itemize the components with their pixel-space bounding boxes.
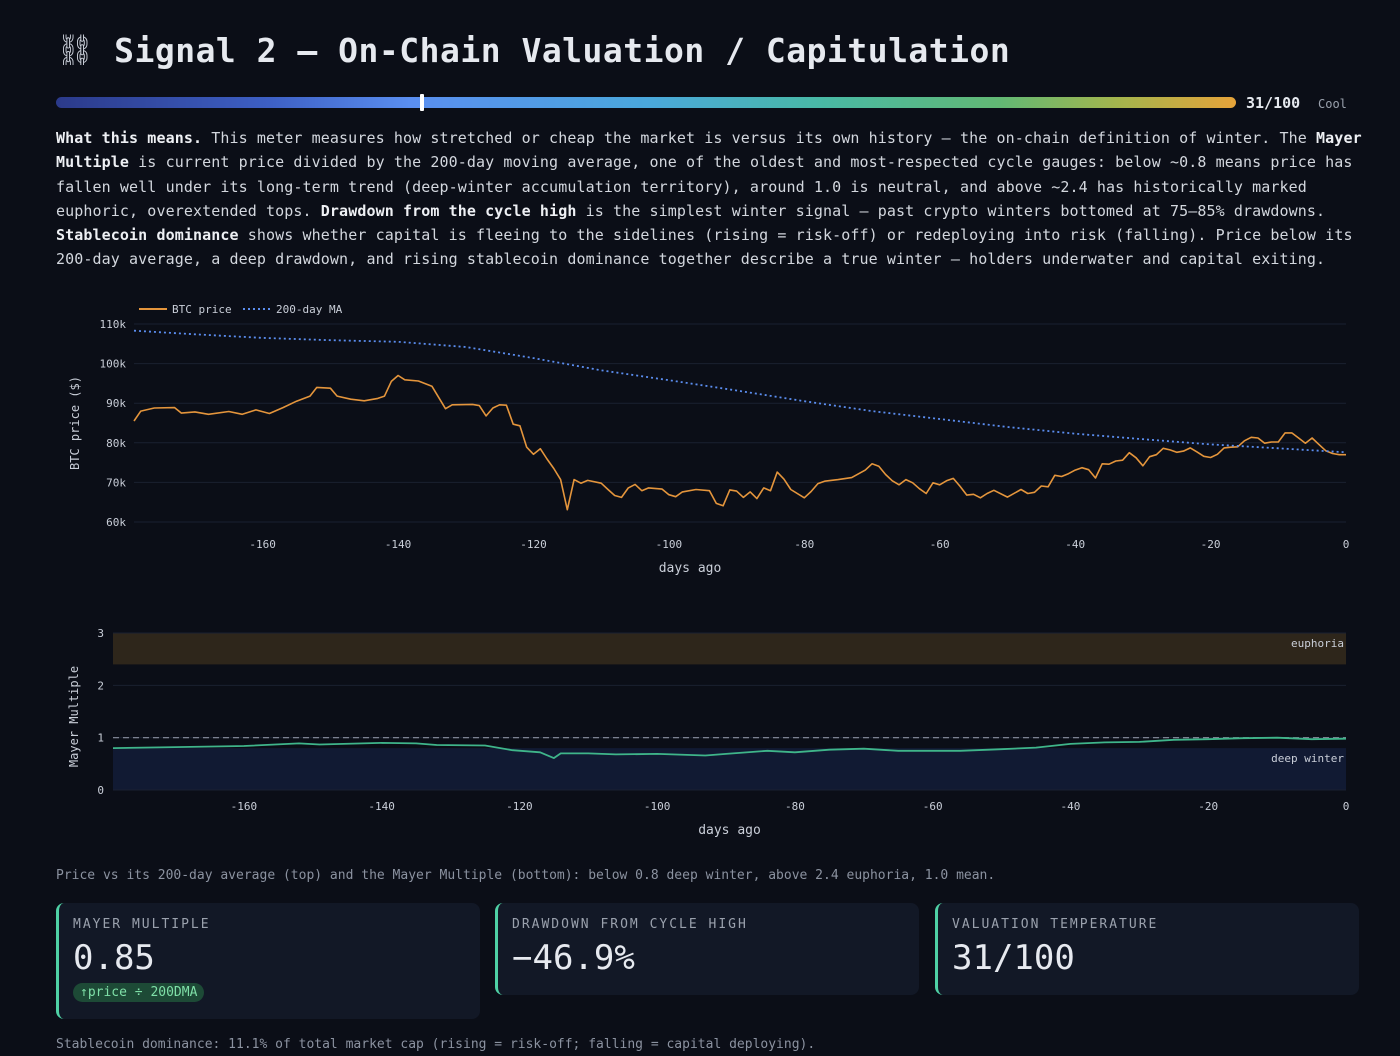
drawdown-value: −46.9%	[512, 938, 635, 978]
drawdown-card: DRAWDOWN FROM CYCLE HIGH −46.9%	[495, 903, 919, 995]
y-tick-label: 1	[97, 732, 104, 745]
explanation-intro: What this means.	[56, 129, 203, 147]
explanation-paragraph: What this means. This meter measures how…	[56, 126, 1366, 272]
y-tick-label: 70k	[106, 476, 126, 489]
x-tick-label: -140	[385, 538, 412, 551]
mayer-multiple-card: MAYER MULTIPLE 0.85 ↑price ÷ 200DMA	[56, 903, 480, 1019]
x-tick-label: -120	[506, 800, 533, 813]
drawdown-term: Drawdown from the cycle high	[320, 201, 577, 220]
y-tick-label: 2	[97, 679, 104, 692]
mayer-multiple-value: 0.85	[73, 938, 155, 978]
y-tick-label: 3	[97, 627, 104, 640]
x-tick-label: -80	[794, 538, 814, 551]
valuation-meter	[56, 94, 1236, 111]
deep-winter-band	[113, 748, 1346, 790]
valuation-temperature-value: 31/100	[952, 938, 1075, 978]
page-title: Signal 2 — On-Chain Valuation / Capitula…	[114, 30, 1011, 70]
x-tick-label: 0	[1343, 800, 1350, 813]
stablecoin-term: Stablecoin dominance	[56, 226, 239, 245]
meter-marker	[419, 94, 424, 111]
x-axis-label: days ago	[659, 561, 722, 576]
y-tick-label: 90k	[106, 397, 126, 410]
y-tick-label: 100k	[100, 358, 127, 371]
y-tick-label: 110k	[100, 318, 127, 331]
chart-caption: Price vs its 200-day average (top) and t…	[56, 868, 996, 883]
explanation-text-3: is the simplest winter signal — past cry…	[576, 201, 1326, 220]
x-tick-label: 0	[1343, 538, 1350, 551]
x-tick-label: -100	[656, 538, 683, 551]
meter-gradient-bar	[56, 97, 1236, 108]
x-tick-label: -40	[1065, 538, 1085, 551]
x-tick-label: -100	[644, 800, 671, 813]
x-tick-label: -60	[923, 800, 943, 813]
meter-status: Cool	[1318, 97, 1347, 111]
deep-winter-band-label: deep winter	[1271, 752, 1344, 765]
ma-series-line	[133, 329, 1347, 454]
x-tick-label: -80	[785, 800, 805, 813]
euphoria-band-label: euphoria	[1291, 637, 1344, 650]
x-tick-label: -140	[368, 800, 395, 813]
x-tick-label: -40	[1061, 800, 1081, 813]
y-axis-label: Mayer Multiple	[67, 666, 81, 767]
x-tick-label: -20	[1198, 800, 1218, 813]
mayer-series-line	[112, 736, 1347, 759]
explanation-text-2: is current price divided by the 200-day …	[56, 153, 1353, 220]
price-series-line	[133, 374, 1346, 511]
legend-ma-label: 200-day MA	[276, 303, 343, 316]
meter-score: 31/100	[1246, 94, 1301, 112]
x-axis-label: days ago	[698, 823, 761, 838]
explanation-text-4: shows whether capital is fleeing to the …	[56, 226, 1353, 269]
valuation-temperature-card: VALUATION TEMPERATURE 31/100	[935, 903, 1359, 995]
euphoria-band	[113, 633, 1346, 665]
stablecoin-note: Stablecoin dominance: 11.1% of total mar…	[56, 1037, 816, 1052]
page-header: ⛓ Signal 2 — On-Chain Valuation / Capitu…	[56, 26, 1010, 74]
x-tick-label: -20	[1201, 538, 1221, 551]
mayer-chart: 0 1 2 3 euphoria deep winter -160 -140 -120 -100 -…	[67, 627, 1350, 838]
link-icon: ⛓	[56, 32, 95, 68]
legend-price-label: BTC price	[172, 303, 232, 316]
explanation-text-1: This meter measures how stretched or che…	[202, 129, 1317, 147]
y-tick-label: 0	[97, 784, 104, 797]
x-tick-label: -160	[231, 800, 258, 813]
card-label: DRAWDOWN FROM CYCLE HIGH	[512, 917, 748, 932]
x-tick-label: -120	[520, 538, 547, 551]
y-axis-label: BTC price ($)	[68, 376, 82, 470]
price-chart: 60k 70k 80k 90k 100k 110k -160 -140 -120 -100 -80 -…	[68, 303, 1350, 576]
mayer-term: Mayer Multiple	[56, 129, 1362, 172]
card-label: VALUATION TEMPERATURE	[952, 917, 1159, 932]
mayer-formula-badge: ↑price ÷ 200DMA	[73, 983, 205, 1002]
y-tick-label: 80k	[106, 437, 126, 450]
card-label: MAYER MULTIPLE	[73, 917, 211, 932]
x-tick-label: -60	[930, 538, 950, 551]
y-tick-label: 60k	[106, 516, 126, 529]
x-tick-label: -160	[249, 538, 276, 551]
